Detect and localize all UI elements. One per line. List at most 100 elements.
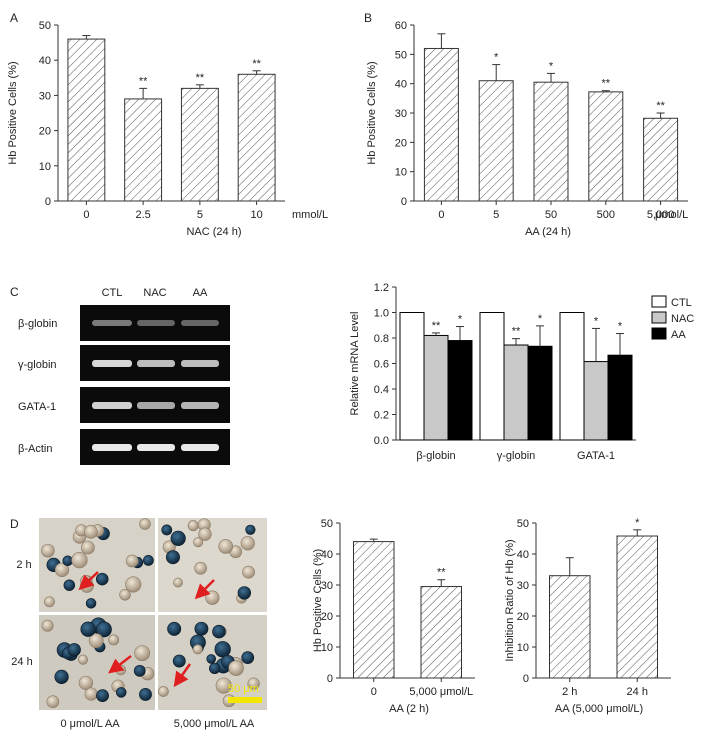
bar [67, 38, 106, 202]
cell-stained [139, 688, 152, 701]
bar [643, 117, 679, 202]
x-tick-label: 0 [83, 209, 89, 221]
y-tick-label: 20 [39, 126, 51, 138]
cell-unstained [41, 543, 55, 558]
cell-stained [54, 669, 69, 685]
cell-stained [133, 664, 146, 677]
significance-marker: ** [139, 75, 148, 87]
chart-d1: 0 10 20 30 40 50 Hb Positive Cells (%) 0 ** 5,000… [312, 518, 475, 715]
micro-col-aa: 5,000 μmol/L AA [174, 718, 255, 730]
x-axis-label: NAC (24 h) [186, 226, 241, 238]
cell-stained [67, 643, 81, 657]
bar [180, 87, 219, 202]
legend-swatch [651, 295, 667, 308]
cell-stained [63, 579, 76, 591]
y-tick-label: 40 [39, 55, 51, 67]
y-tick-label: 10 [517, 642, 529, 654]
significance-marker: * [538, 313, 543, 325]
cell-stained [96, 689, 109, 703]
chart-c: 0.0 0.2 0.4 0.6 0.8 1.0 1.2 Relative mRNA Level… [349, 282, 694, 462]
cell-unstained [157, 686, 169, 697]
y-tick-label: 50 [39, 20, 51, 32]
y-axis-label: Relative mRNA Level [349, 312, 361, 416]
micro-row-2h: 2 h [16, 559, 31, 571]
cell-unstained [215, 677, 232, 694]
x-tick-label: GATA-1 [577, 450, 615, 462]
cell-unstained [187, 520, 199, 532]
bar [420, 586, 462, 679]
x-unit-label: μmol/L [655, 209, 688, 221]
x-tick-label: γ-globin [497, 450, 536, 462]
gel-band [137, 320, 175, 326]
y-tick-label: 10 [321, 642, 333, 654]
x-tick-label: 5 [493, 209, 499, 221]
significance-marker: * [494, 52, 499, 64]
cell-unstained [242, 565, 255, 579]
y-tick-label: 0.4 [374, 384, 389, 396]
bar [527, 345, 553, 441]
cell-stained [142, 555, 154, 566]
significance-marker: ** [512, 326, 521, 338]
x-tick-label: 2.5 [135, 209, 150, 221]
cell-unstained [247, 677, 260, 690]
x-unit-label: mmol/L [292, 209, 328, 221]
significance-marker: * [594, 315, 599, 327]
y-axis-label: Inhibition Ratio of Hb (%) [504, 539, 516, 661]
y-tick-label: 0.8 [374, 333, 389, 345]
cell-stained [237, 586, 252, 600]
gel-column-nac: NAC [143, 287, 166, 299]
cell-stained [212, 624, 226, 639]
cell-unstained [205, 590, 220, 605]
y-tick-label: 30 [395, 108, 407, 120]
bar [423, 47, 459, 202]
gel-band [181, 360, 219, 367]
legend-label: CTL [671, 297, 692, 309]
bar [124, 98, 163, 202]
y-tick-label: 50 [321, 518, 333, 530]
gel-band [137, 444, 175, 451]
x-tick-label: 5 [197, 209, 203, 221]
y-tick-label: 0.2 [374, 410, 389, 422]
scale-bar [228, 697, 262, 703]
cell-unstained [198, 527, 212, 541]
cell-unstained [125, 576, 142, 593]
gel-column-ctl: CTL [102, 287, 123, 299]
significance-marker: ** [432, 320, 441, 332]
cell-unstained [228, 660, 244, 676]
y-axis-label: Hb Positive Cells (%) [7, 61, 19, 164]
bar [479, 312, 505, 441]
panel-label-a: A [10, 11, 18, 25]
cell-unstained [46, 695, 60, 709]
x-tick-label: 24 h [627, 686, 648, 698]
y-tick-label: 0 [327, 673, 333, 685]
y-tick-label: 1.0 [374, 308, 389, 320]
cell-unstained [139, 518, 151, 530]
cell-stained [170, 530, 186, 546]
cell-unstained [43, 596, 55, 608]
cell-stained [209, 662, 221, 675]
y-tick-label: 1.2 [374, 282, 389, 294]
y-tick-label: 40 [321, 549, 333, 561]
y-axis-label: Hb Positive Cells (%) [366, 61, 378, 164]
y-tick-label: 0.6 [374, 359, 389, 371]
x-tick-label: β-globin [416, 450, 455, 462]
y-tick-label: 0 [45, 196, 51, 208]
cell-stained [194, 621, 209, 636]
significance-marker: * [635, 517, 640, 529]
arrow-indicator [173, 663, 192, 688]
gel-band [137, 402, 175, 409]
gel-band [92, 320, 132, 326]
cell-stained [206, 654, 217, 664]
y-tick-label: 0 [401, 196, 407, 208]
cell-unstained [88, 633, 104, 649]
cell-stained [95, 572, 109, 586]
y-tick-label: 50 [395, 49, 407, 61]
micrograph-grid: 50 μm 2 h 24 h 0 μmol/L AA 5,000 μmol/L … [11, 518, 267, 730]
x-axis-label: AA (24 h) [525, 226, 571, 238]
cell-unstained [41, 619, 54, 632]
arrow-indicator [194, 579, 215, 600]
cell-unstained [71, 552, 88, 569]
cell-unstained [54, 562, 70, 578]
y-tick-label: 20 [395, 137, 407, 149]
